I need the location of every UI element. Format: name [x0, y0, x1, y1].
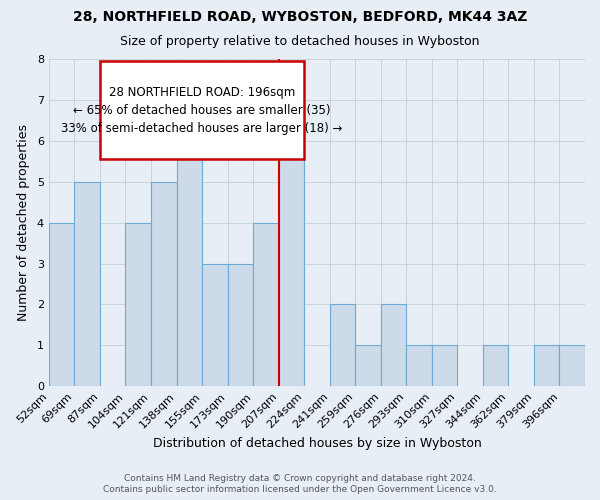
Text: 28 NORTHFIELD ROAD: 196sqm
← 65% of detached houses are smaller (35)
33% of semi: 28 NORTHFIELD ROAD: 196sqm ← 65% of deta… — [61, 86, 343, 134]
Bar — [202, 264, 227, 386]
Bar — [432, 346, 457, 386]
FancyBboxPatch shape — [100, 61, 304, 159]
Bar — [125, 222, 151, 386]
Bar — [381, 304, 406, 386]
Bar — [329, 304, 355, 386]
X-axis label: Distribution of detached houses by size in Wyboston: Distribution of detached houses by size … — [152, 437, 481, 450]
Bar — [355, 346, 381, 386]
Bar — [253, 222, 278, 386]
Text: Contains HM Land Registry data © Crown copyright and database right 2024.
Contai: Contains HM Land Registry data © Crown c… — [103, 474, 497, 494]
Bar — [176, 141, 202, 386]
Bar — [559, 346, 585, 386]
Text: 28, NORTHFIELD ROAD, WYBOSTON, BEDFORD, MK44 3AZ: 28, NORTHFIELD ROAD, WYBOSTON, BEDFORD, … — [73, 10, 527, 24]
Bar — [151, 182, 176, 386]
Y-axis label: Number of detached properties: Number of detached properties — [17, 124, 30, 321]
Bar — [74, 182, 100, 386]
Bar — [534, 346, 559, 386]
Text: Size of property relative to detached houses in Wyboston: Size of property relative to detached ho… — [120, 35, 480, 48]
Bar — [49, 222, 74, 386]
Bar — [278, 100, 304, 386]
Bar — [227, 264, 253, 386]
Bar — [483, 346, 508, 386]
Bar — [406, 346, 432, 386]
